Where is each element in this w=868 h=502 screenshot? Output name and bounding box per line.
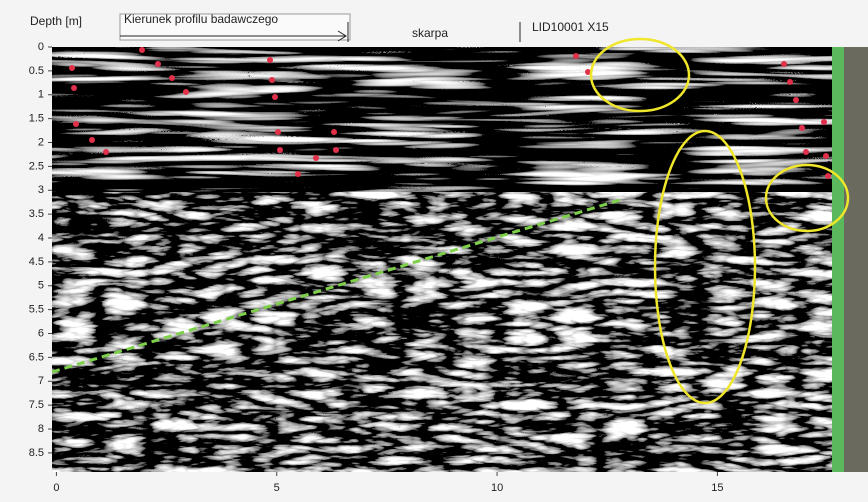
- y-tick-label: 2: [38, 136, 44, 148]
- direction-label: Kierunek profilu badawczego: [124, 12, 278, 26]
- x-tick-label: 10: [491, 482, 503, 494]
- slope-label: skarpa: [412, 26, 448, 40]
- side-strip: [844, 47, 868, 472]
- y-tick-label: 8: [38, 423, 44, 435]
- y-tick-label: 0: [38, 41, 44, 53]
- y-tick-label: 1: [38, 89, 44, 101]
- y-tick-label: 5.5: [29, 304, 44, 316]
- x-tick-label: 0: [53, 482, 59, 494]
- y-tick-label: 3.5: [29, 208, 44, 220]
- y-tick-label: 4.5: [29, 256, 44, 268]
- y-tick-label: 6: [38, 327, 44, 339]
- y-tick-label: 3: [38, 184, 44, 196]
- y-tick-label: 4: [38, 232, 44, 244]
- y-tick-label: 0.5: [29, 65, 44, 77]
- side-bar: [832, 47, 844, 472]
- radargram-upper: [52, 47, 832, 192]
- y-tick-label: 7: [38, 375, 44, 387]
- radargram-view: Depth [m] Kierunek profilu badawczego sk…: [0, 0, 868, 502]
- y-tick-label: 5: [38, 280, 44, 292]
- x-tick-label: 5: [274, 482, 280, 494]
- y-tick-label: 2.5: [29, 160, 44, 172]
- y-axis-label: Depth [m]: [30, 14, 82, 28]
- y-tick-label: 8.5: [29, 447, 44, 459]
- radargram-lower: [52, 192, 832, 472]
- file-label: LID10001 X15: [532, 20, 609, 34]
- y-tick-label: 6.5: [29, 351, 44, 363]
- x-tick-label: 15: [711, 482, 723, 494]
- y-tick-label: 7.5: [29, 399, 44, 411]
- y-tick-label: 1.5: [29, 113, 44, 125]
